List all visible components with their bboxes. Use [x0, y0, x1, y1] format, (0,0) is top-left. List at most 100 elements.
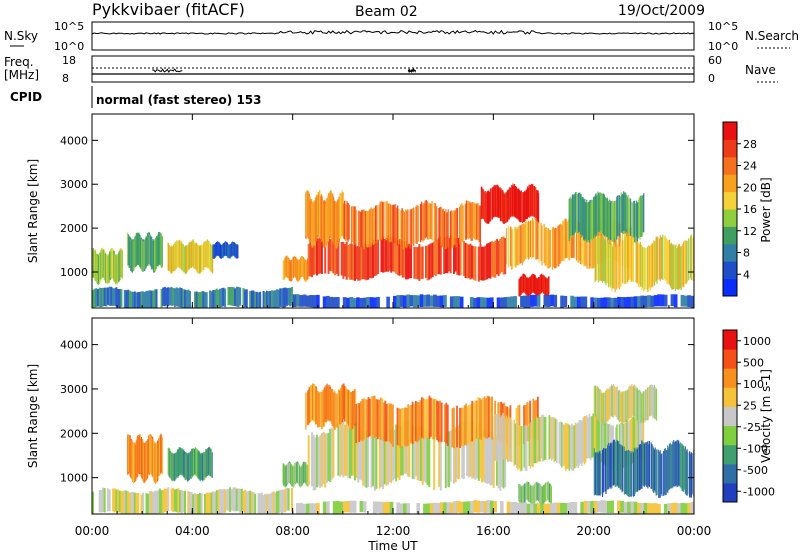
power-region-14 — [292, 294, 695, 308]
power-cbar-tick-0: 4 — [743, 268, 750, 281]
date-label: 19/Oct/2009 — [618, 3, 705, 19]
power-cbar-tick-5: 24 — [743, 160, 757, 173]
power-region-1 — [92, 247, 123, 286]
velocity-y-axis: 1000 2000 3000 4000 — [60, 339, 694, 485]
nave-tick-top: 60 — [708, 54, 722, 67]
x-tick-1: 04:00 — [175, 524, 210, 538]
power-region-7 — [305, 190, 344, 249]
power-ylabel: Slant Range [km] — [26, 159, 40, 263]
x-tick-5: 20:00 — [576, 524, 611, 538]
power-cbar-tick-3: 16 — [743, 203, 757, 216]
velocity-cbar-tick-2: 100 — [743, 378, 764, 391]
freq-tick-bottom: 8 — [62, 72, 69, 85]
velocity-cbar-swatch-5 — [723, 387, 737, 407]
freq-label-1: Freq. — [4, 55, 34, 69]
nave-tick-bottom: 0 — [708, 72, 715, 85]
velocity-cbar-swatch-3 — [723, 425, 737, 446]
nave-label: Nave — [745, 63, 776, 77]
velocity-ylabel: Slant Range [km] — [26, 364, 40, 468]
velocity-cbar-tick-5: -100 — [743, 442, 768, 455]
power-ytick-3: 4000 — [60, 134, 88, 147]
power-region-2 — [127, 231, 163, 273]
nsky-label: N.Sky — [4, 29, 38, 43]
velocity-region-8 — [593, 383, 658, 425]
velocity-heatmap — [92, 383, 695, 514]
velocity-x-axis: 00:00 04:00 08:00 12:00 16:00 20:00 00:00 — [75, 114, 712, 538]
power-region-11 — [518, 273, 550, 297]
power-region-6 — [307, 235, 507, 282]
cpid-text: normal (fast stereo) 153 — [96, 93, 262, 107]
velocity-region-2 — [167, 446, 213, 482]
nsky-tick-bottom: 10^0 — [54, 40, 84, 53]
power-cbar-tick-4: 20 — [743, 181, 757, 194]
power-cbar-label: Power [dB] — [759, 177, 773, 242]
power-cbar-swatch-9 — [723, 122, 737, 140]
x-tick-4: 16:00 — [476, 524, 511, 538]
freq-strip: Freq. [MHz] 18 8 60 0 Nave — [4, 54, 778, 85]
velocity-cbar-swatch-8 — [723, 330, 737, 350]
velocity-xlabel: Time UT — [367, 539, 418, 553]
velocity-cbar-tick-7: -1000 — [743, 485, 775, 498]
velocity-cbar-tick-0: 1000 — [743, 335, 771, 348]
x-tick-3: 12:00 — [376, 524, 411, 538]
nsearch-tick-bottom: 10^0 — [708, 40, 738, 53]
power-cbar-tick-1: 8 — [743, 247, 750, 260]
velocity-ytick-1: 2000 — [60, 427, 88, 440]
velocity-region-5 — [305, 383, 357, 431]
nsearch-tick-top: 10^5 — [708, 20, 738, 33]
freq-label-2: [MHz] — [4, 68, 39, 82]
power-region-5 — [282, 255, 309, 282]
power-region-9 — [480, 183, 540, 224]
nsky-strip: N.Sky 10^5 10^0 10^5 10^0 N.Search — [4, 20, 799, 53]
velocity-region-3 — [282, 461, 309, 488]
power-cbar-swatch-7 — [723, 156, 737, 175]
velocity-cbar-tick-3: 25 — [743, 399, 757, 412]
power-cbar-tick-2: 12 — [743, 225, 757, 238]
x-tick-2: 08:00 — [275, 524, 310, 538]
velocity-cbar-label: Velocity [m s-1] — [759, 369, 773, 463]
velocity-ytick-2: 3000 — [60, 383, 88, 396]
power-heatmap — [92, 183, 695, 308]
velocity-cbar-swatch-0 — [723, 482, 737, 503]
power-cbar-swatch-4 — [723, 209, 737, 227]
power-cbar-tick-6: 28 — [743, 138, 757, 151]
nave-trace — [152, 67, 417, 74]
power-cbar-swatch-0 — [723, 278, 737, 297]
velocity-cbar-swatch-2 — [723, 444, 737, 465]
freq-tick-top: 18 — [62, 54, 76, 67]
velocity-cbar-swatch-6 — [723, 368, 737, 388]
velocity-cbar-swatch-1 — [723, 463, 737, 484]
power-region-13 — [594, 234, 695, 293]
velocity-cbar-swatch-7 — [723, 349, 737, 369]
power-cbar-swatch-1 — [723, 261, 737, 280]
power-cbar-swatch-2 — [723, 243, 737, 262]
velocity-region-10 — [593, 439, 695, 499]
velocity-cbar-tick-4: -25 — [743, 421, 761, 434]
figure-title: Pykkvibaer (fitACF) — [92, 0, 245, 19]
velocity-region-0 — [92, 487, 293, 514]
power-region-12 — [568, 191, 645, 244]
power-cbar-swatch-5 — [723, 191, 737, 210]
power-ytick-2: 3000 — [60, 178, 88, 191]
velocity-cbar-swatch-4 — [723, 406, 737, 426]
x-tick-6: 00:00 — [677, 524, 712, 538]
velocity-ytick-0: 1000 — [60, 472, 88, 485]
power-cbar-swatch-3 — [723, 226, 737, 245]
velocity-region-11 — [296, 500, 695, 514]
velocity-region-1 — [127, 433, 164, 484]
power-region-0 — [92, 286, 293, 308]
velocity-ytick-3: 4000 — [60, 339, 88, 352]
nsky-trace — [91, 29, 695, 35]
velocity-region-9 — [518, 481, 552, 505]
velocity-colorbar: 1000 500 100 25 -25 -100 -500 -1000 Velocity [m… — [722, 329, 775, 503]
beam-label: Beam 02 — [355, 4, 418, 20]
x-tick-0: 00:00 — [75, 524, 110, 538]
power-y-axis: 1000 2000 3000 4000 — [60, 134, 694, 279]
power-colorbar: 4 8 12 16 20 24 28 Power [dB] — [722, 121, 773, 297]
velocity-panel: 1000 2000 3000 4000 00:00 04:00 08:00 12:00 16:… — [26, 114, 711, 553]
power-cbar-swatch-8 — [723, 139, 737, 158]
velocity-cbar-tick-1: 500 — [743, 356, 764, 369]
cpid-label: CPID — [10, 90, 42, 104]
power-ytick-0: 1000 — [60, 266, 88, 279]
